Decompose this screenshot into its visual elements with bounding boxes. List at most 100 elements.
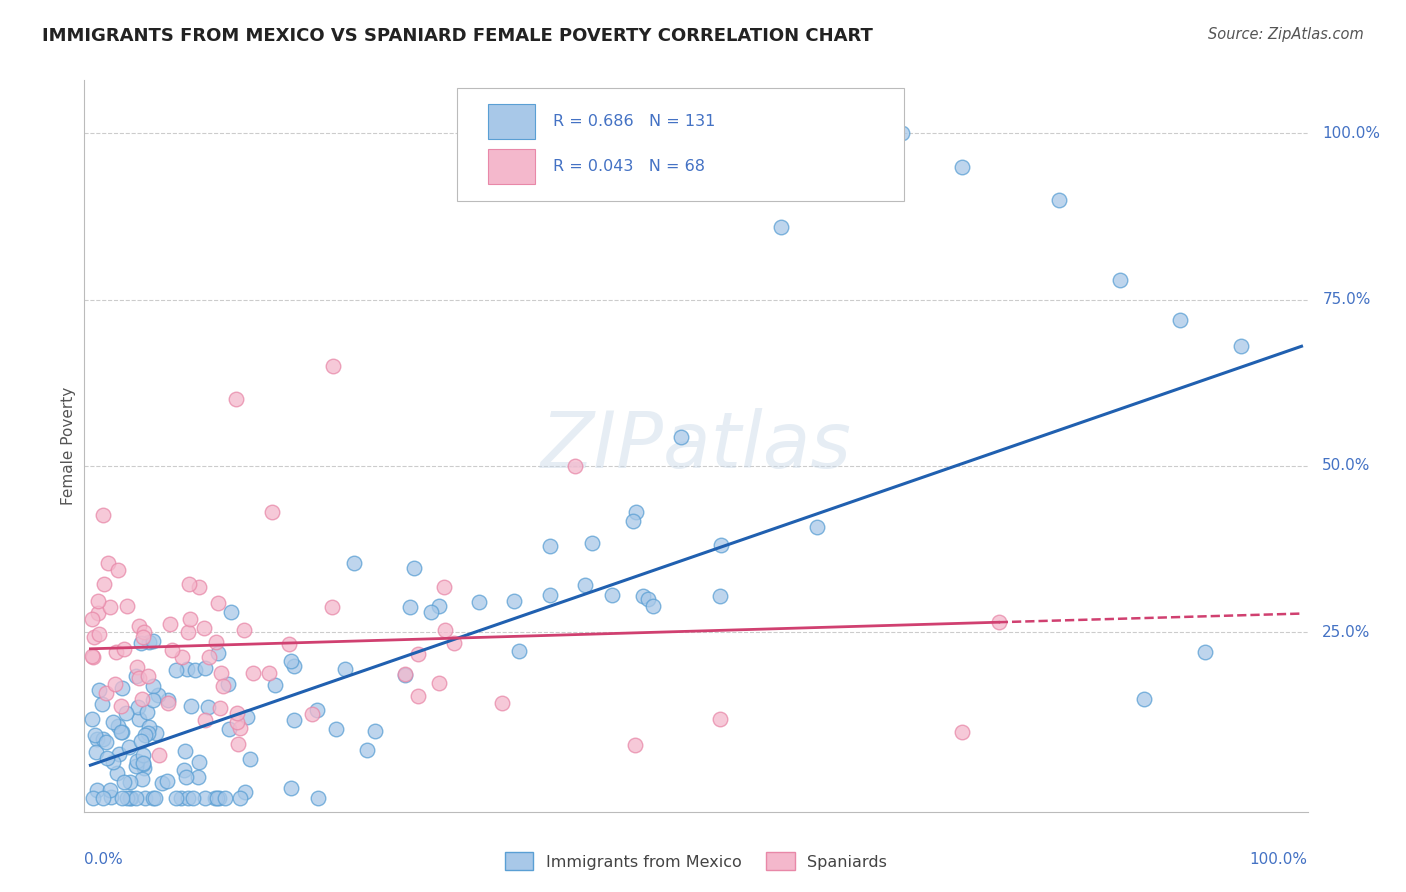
Point <box>242 666 264 681</box>
Point <box>135 705 157 719</box>
Point <box>1108 273 1130 287</box>
Point <box>105 645 128 659</box>
Point <box>125 791 148 805</box>
Point <box>173 743 195 757</box>
Point <box>142 791 165 805</box>
Point <box>363 723 385 738</box>
Point <box>427 676 450 690</box>
Point <box>564 458 586 473</box>
Point <box>180 698 202 713</box>
Point <box>91 697 114 711</box>
Point <box>1230 339 1253 353</box>
Point <box>1133 691 1156 706</box>
Point <box>82 612 104 626</box>
Point <box>115 706 138 720</box>
Text: R = 0.043   N = 68: R = 0.043 N = 68 <box>553 159 704 174</box>
Point <box>111 724 134 739</box>
Point <box>205 634 228 648</box>
Point <box>104 677 127 691</box>
Point <box>117 791 139 805</box>
Point <box>97 556 120 570</box>
Point <box>93 576 115 591</box>
Point <box>159 617 181 632</box>
Point <box>1170 312 1192 326</box>
Point <box>91 732 114 747</box>
Point <box>399 600 422 615</box>
Point <box>433 624 456 638</box>
Point <box>581 536 603 550</box>
Point <box>129 733 152 747</box>
Point <box>671 430 693 444</box>
Legend: Immigrants from Mexico, Spaniards: Immigrants from Mexico, Spaniards <box>498 846 894 877</box>
Point <box>208 791 231 805</box>
Point <box>172 650 194 665</box>
Point <box>101 715 124 730</box>
Point <box>623 514 645 528</box>
Point <box>205 791 228 805</box>
Point <box>218 722 240 736</box>
Point <box>194 661 217 675</box>
Point <box>152 776 174 790</box>
Point <box>193 621 215 635</box>
Point <box>91 791 114 805</box>
Point <box>160 643 183 657</box>
Point <box>131 631 153 645</box>
Point <box>600 588 623 602</box>
Point <box>87 627 110 641</box>
Point <box>212 679 235 693</box>
Point <box>262 506 284 520</box>
Point <box>257 666 280 681</box>
Bar <box>488 104 534 139</box>
Point <box>226 714 249 729</box>
Point <box>146 688 169 702</box>
Point <box>86 783 108 797</box>
Point <box>132 747 155 762</box>
Point <box>148 747 170 762</box>
Point <box>131 636 153 650</box>
Point <box>165 791 187 805</box>
Text: 50.0%: 50.0% <box>1322 458 1371 474</box>
Text: 100.0%: 100.0% <box>1322 126 1381 141</box>
Point <box>118 739 141 754</box>
Point <box>420 605 443 619</box>
Point <box>406 647 429 661</box>
Point <box>187 770 209 784</box>
Point <box>443 636 465 650</box>
Point <box>136 669 159 683</box>
Point <box>134 791 156 805</box>
Point <box>142 692 165 706</box>
Point <box>229 721 252 735</box>
Point <box>110 724 132 739</box>
Point <box>98 782 121 797</box>
Point <box>842 179 865 194</box>
Point <box>214 791 236 805</box>
Point <box>96 751 118 765</box>
Point <box>225 392 247 407</box>
Point <box>110 699 132 714</box>
Point <box>173 763 195 777</box>
Point <box>952 160 974 174</box>
Point <box>233 785 256 799</box>
Point <box>325 722 347 736</box>
Point <box>138 720 160 734</box>
Point <box>333 662 356 676</box>
Point <box>128 671 150 685</box>
Bar <box>488 149 534 184</box>
Point <box>225 706 247 720</box>
Point <box>188 580 211 594</box>
Point <box>226 737 249 751</box>
Point <box>301 706 323 721</box>
Point <box>987 615 1010 630</box>
Point <box>82 649 104 664</box>
Point <box>100 789 122 804</box>
Point <box>83 630 105 644</box>
Point <box>239 752 262 766</box>
Point <box>394 668 416 682</box>
FancyBboxPatch shape <box>457 87 904 201</box>
Point <box>131 772 153 787</box>
Point <box>177 625 200 640</box>
Point <box>181 791 204 805</box>
Text: 0.0%: 0.0% <box>84 852 124 867</box>
Point <box>235 709 257 723</box>
Point <box>508 644 530 658</box>
